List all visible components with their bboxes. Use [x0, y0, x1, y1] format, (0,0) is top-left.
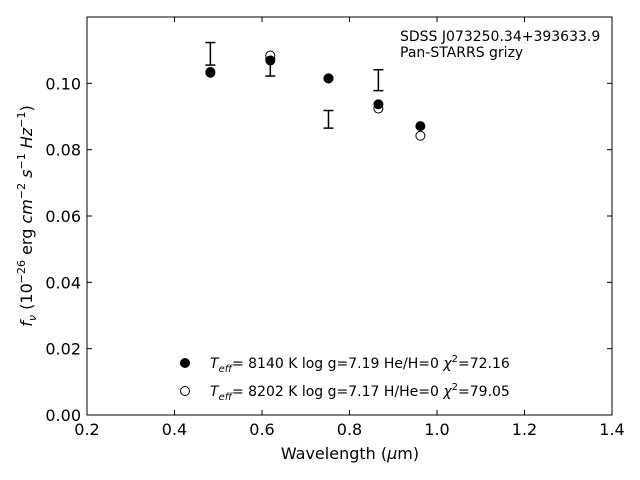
point-filled: [323, 73, 334, 84]
annotation-line-2: Pan-STARRS grizy: [400, 45, 523, 61]
legend-entry-2: Teff= 8202 K log g=7.17 H/He=0 χ2=79.05: [210, 382, 510, 403]
legend-marker-open: [180, 386, 190, 396]
axis-ticks: 0.2 0.4 0.6 0.8 1.0 1.2 1.4 0.00 0.02 0.04 0.06 0.0…: [45, 17, 625, 439]
y-tick-label: 0.10: [45, 74, 81, 93]
point-filled: [265, 55, 276, 66]
legend: Teff= 8140 K log g=7.19 He/H=0 χ2=72.16 …: [180, 354, 510, 403]
x-tick-label: 0.8: [337, 420, 362, 439]
x-axis-label: Wavelength (μm): [281, 444, 419, 463]
point-filled: [415, 121, 426, 132]
x-tick-label: 0.6: [249, 420, 274, 439]
x-tick-label: 1.0: [424, 420, 449, 439]
legend-entry-1: Teff= 8140 K log g=7.19 He/H=0 χ2=72.16: [210, 354, 510, 375]
legend-marker-filled: [180, 358, 190, 368]
x-tick-label: 1.2: [512, 420, 537, 439]
y-tick-label: 0.02: [45, 340, 81, 359]
annotation-line-1: SDSS J073250.34+393633.9: [400, 29, 600, 45]
x-tick-label: 0.2: [74, 420, 99, 439]
y-tick-label: 0.00: [45, 406, 81, 425]
y-tick-label: 0.06: [45, 207, 81, 226]
x-tick-label: 1.4: [599, 420, 624, 439]
point-filled: [205, 67, 216, 78]
point-filled: [373, 99, 384, 110]
x-tick-label: 0.4: [162, 420, 187, 439]
y-tick-label: 0.04: [45, 273, 81, 292]
point-open: [415, 130, 426, 141]
error-bars: [205, 41, 384, 129]
y-tick-label: 0.08: [45, 141, 81, 160]
y-axis-label: fν (10−26 erg cm−2 s−1 Hz−1): [15, 105, 39, 326]
data-markers: [205, 50, 426, 141]
